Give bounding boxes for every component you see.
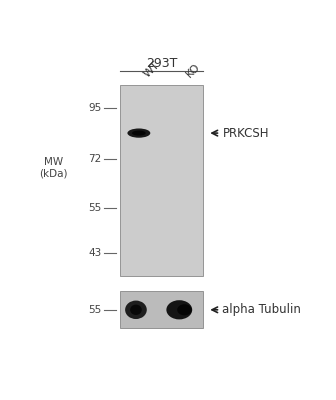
Text: 95: 95: [88, 104, 101, 114]
Ellipse shape: [132, 130, 146, 136]
Text: KO: KO: [184, 62, 202, 80]
Text: 43: 43: [88, 248, 101, 258]
Ellipse shape: [166, 300, 192, 320]
Text: 293T: 293T: [146, 56, 177, 70]
Ellipse shape: [125, 300, 147, 319]
Text: PRKCSH: PRKCSH: [222, 126, 269, 140]
Text: MW
(kDa): MW (kDa): [39, 157, 68, 179]
Bar: [120, 85, 204, 276]
Ellipse shape: [177, 304, 192, 315]
Ellipse shape: [127, 128, 150, 138]
Text: alpha Tubulin: alpha Tubulin: [222, 303, 301, 316]
Text: 55: 55: [88, 203, 101, 213]
Text: 55: 55: [88, 305, 101, 315]
Bar: [120, 291, 204, 328]
Ellipse shape: [130, 305, 142, 315]
Text: 72: 72: [88, 154, 101, 164]
Text: WT: WT: [142, 60, 162, 80]
